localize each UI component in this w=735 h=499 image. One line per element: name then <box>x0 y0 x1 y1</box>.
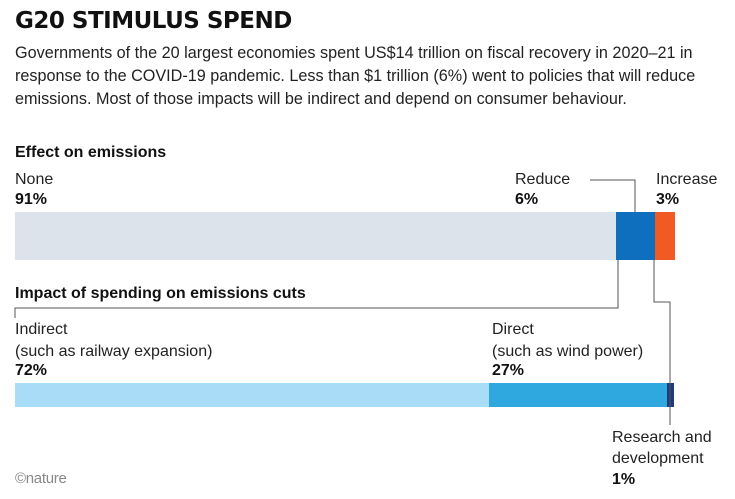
pct-increase: 3% <box>656 191 680 208</box>
bar-reduce <box>615 212 656 260</box>
pct-none: 91% <box>15 191 48 208</box>
bar-research <box>667 383 674 407</box>
label-reduce: Reduce <box>515 171 571 188</box>
pct-direct: 27% <box>492 362 525 379</box>
note-indirect: (such as railway expansion) <box>15 343 213 360</box>
pct-indirect: 72% <box>15 362 48 379</box>
bar-indirect <box>15 383 490 407</box>
pct-research: 1% <box>612 471 636 488</box>
nature-logo: ©nature <box>15 470 67 487</box>
bar-direct <box>489 383 668 407</box>
connector-reduce-label <box>590 179 636 212</box>
connector-reduce-bracket <box>14 260 619 318</box>
note-direct: (such as wind power) <box>492 343 644 360</box>
label-increase: Increase <box>656 171 718 188</box>
label-indirect: Indirect <box>15 321 68 338</box>
chart-subtitle: Governments of the 20 largest economies … <box>15 44 696 108</box>
chart-title: G20 STIMULUS SPEND <box>15 8 292 34</box>
connector-research <box>653 260 671 425</box>
section-title-effect: Effect on emissions <box>15 144 167 161</box>
section-title-impact: Impact of spending on emissions cuts <box>15 285 306 302</box>
label-research: Research and development <box>612 429 712 467</box>
bar-none <box>15 212 616 260</box>
label-none: None <box>15 171 54 188</box>
bar-increase <box>655 212 675 260</box>
label-direct: Direct <box>492 321 534 338</box>
pct-reduce: 6% <box>515 191 539 208</box>
